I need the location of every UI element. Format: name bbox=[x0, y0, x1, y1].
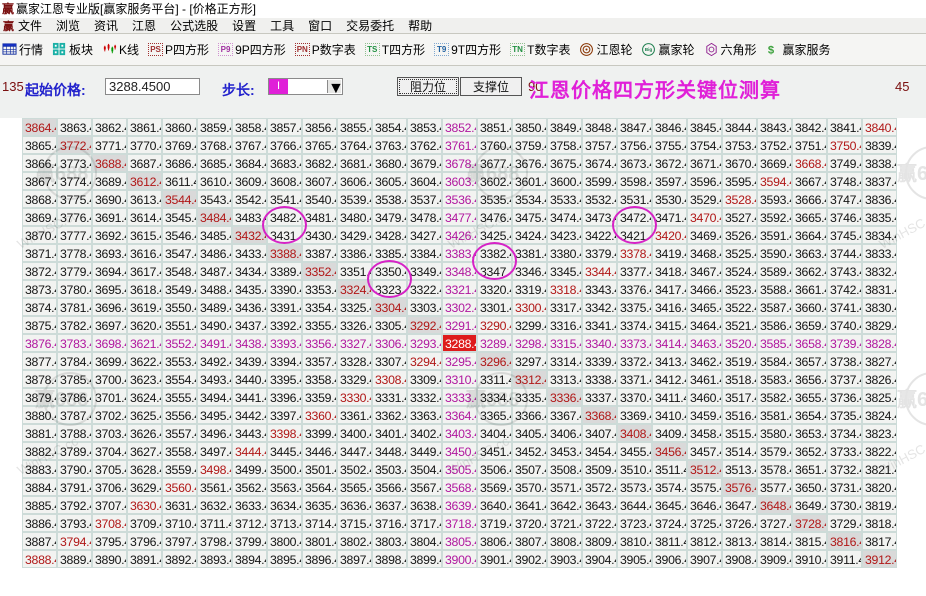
svg-text:$: $ bbox=[767, 44, 774, 56]
svg-text:Big: Big bbox=[645, 47, 653, 52]
